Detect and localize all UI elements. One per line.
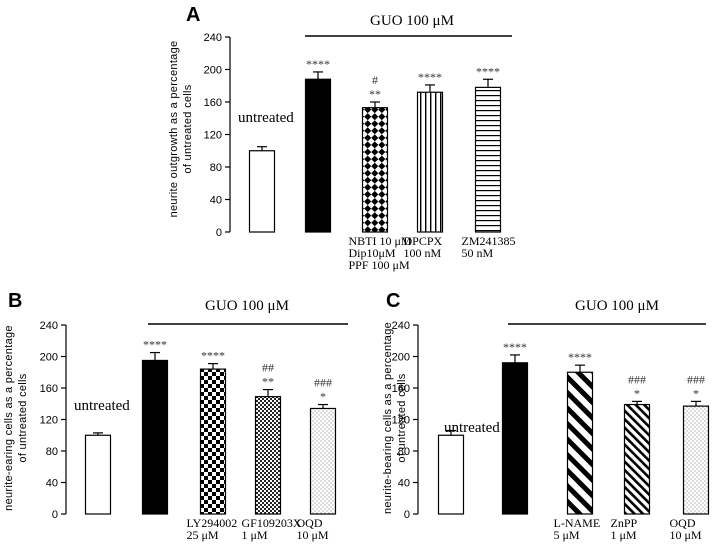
panel-b-bar-2 <box>199 368 227 515</box>
panel-b-treatment-label: GUO 100 μM <box>205 298 289 314</box>
panel-b-ylabel-line1: neurite-earing cells as a percentage <box>3 325 15 511</box>
panel-a-ylabel-line2: of untreated cells <box>182 84 194 173</box>
panel-c-category-label-3: 1 μM <box>611 528 637 542</box>
panel-b-y-tick-label: 120 <box>40 415 58 427</box>
panel-c-y-tick-label: 120 <box>392 415 410 427</box>
panel-a-sig-1: **** <box>306 57 330 71</box>
panel-a-y-tick-label: 0 <box>216 227 222 239</box>
panel-b-y-tick-label: 0 <box>52 509 58 521</box>
panel-c-y-tick-label: 40 <box>398 478 410 490</box>
panel-a-treatment-label: GUO 100 μM <box>370 13 454 29</box>
panel-a-category-label-3: 100 nM <box>404 246 442 260</box>
panel-b-y-tick-label: 200 <box>40 352 58 364</box>
panel-a-sig-2: ** <box>369 87 381 101</box>
panel-c-bar-3 <box>623 403 651 515</box>
panel-b-sig-2: **** <box>201 349 225 363</box>
panel-a-sig-4: **** <box>476 64 500 78</box>
panel-b-category-label-4: OQD <box>297 516 323 530</box>
panel-b-bar-0 <box>84 434 112 515</box>
panel-a-category-label-4: ZM241385 <box>462 234 516 248</box>
panel-b-letter: B <box>8 290 22 312</box>
panel-c-category-label-4: 10 μM <box>670 528 702 542</box>
panel-a-category-label-3: DPCPX <box>404 234 443 248</box>
panel-c-category-label-2: L-NAME <box>554 516 601 530</box>
panel-a-sig-3: **** <box>418 70 442 84</box>
panel-a-y-tick-label: 120 <box>204 130 222 142</box>
panel-c-treatment-label: GUO 100 μM <box>575 298 659 314</box>
panel-b: B 0 40 80 120 160 200 240 neurite-earing cells… <box>3 290 348 542</box>
panel-a-category-label-2: NBTI 10 μM <box>349 234 412 248</box>
panel-a-category-label-2: PPF 100 μM <box>349 258 410 272</box>
panel-b-ylabel-line2: of untreated cells <box>17 373 29 462</box>
panel-c-category-label-4: OQD <box>670 516 696 530</box>
panel-a-category-label-4: 50 nM <box>462 246 494 260</box>
panel-b-category-label-3: GF109203X <box>242 516 302 530</box>
panel-b-category-label-2: 25 μM <box>187 528 219 542</box>
panel-c: C 0 40 80 120 160 200 240 neurite-bearing cell… <box>382 290 710 542</box>
panel-c-ylabel-line2: of untreated cells <box>396 373 408 462</box>
panel-a: A 0 40 80 120 160 200 240 neurite outgrowth as… <box>168 4 516 272</box>
panel-c-bar-1 <box>501 362 529 515</box>
panel-b-sig-4: * <box>320 390 326 404</box>
panel-b-untreated-label: untreated <box>74 398 130 414</box>
panel-b-axes: 0 40 80 120 160 200 240 <box>40 320 67 521</box>
panel-a-sig-hash-2: # <box>372 73 378 87</box>
panel-a-axes: 0 40 80 120 160 200 240 <box>204 32 231 239</box>
panel-b-y-tick-label: 40 <box>46 478 58 490</box>
panel-c-bar-0 <box>437 434 465 515</box>
panel-c-y-tick-label: 0 <box>404 509 410 521</box>
panel-b-y-tick-label: 240 <box>40 320 58 332</box>
panel-a-bar-1 <box>304 78 332 233</box>
panel-a-letter: A <box>186 4 200 26</box>
panel-b-bar-4 <box>309 407 337 515</box>
panel-a-bar-0 <box>248 150 276 233</box>
panel-c-bar-2 <box>566 371 594 515</box>
panel-c-axes: 0 40 80 120 160 200 240 <box>392 320 419 521</box>
panel-a-category-label-2: Dip10μM <box>349 246 396 260</box>
panel-a-y-tick-label: 40 <box>210 195 222 207</box>
panel-a-y-tick-label: 200 <box>204 65 222 77</box>
panel-c-letter: C <box>386 290 400 312</box>
panel-a-y-tick-label: 80 <box>210 162 222 174</box>
panel-c-sig-hash-3: ### <box>628 372 646 386</box>
panel-a-y-tick-label: 240 <box>204 32 222 44</box>
panel-c-y-tick-label: 200 <box>392 352 410 364</box>
panel-b-y-tick-label: 80 <box>46 446 58 458</box>
panel-b-sig-3: ** <box>262 375 274 389</box>
panel-c-sig-1: **** <box>503 340 527 354</box>
panel-b-bar-3 <box>254 396 282 515</box>
panel-a-ylabel-line1: neurite outgrowth as a percentage <box>168 41 180 218</box>
panel-c-y-tick-label: 80 <box>398 446 410 458</box>
panel-a-y-tick-label: 160 <box>204 97 222 109</box>
panel-c-category-label-2: 5 μM <box>554 528 580 542</box>
panel-b-category-label-2: LY294002 <box>187 516 238 530</box>
panel-b-bar-1 <box>141 359 169 515</box>
panel-c-ylabel-line1: neurite-bearing cells as a percentage <box>382 322 394 514</box>
panel-b-sig-1: **** <box>143 338 167 352</box>
panel-a-bar-2 <box>361 107 389 233</box>
panel-b-category-label-4: 10 μM <box>297 528 329 542</box>
panel-c-sig-2: **** <box>568 350 592 364</box>
panel-b-category-label-3: 1 μM <box>242 528 268 542</box>
panel-c-sig-4: * <box>693 386 699 400</box>
panel-a-bar-4 <box>474 86 502 233</box>
panel-c-category-label-3: ZnPP <box>611 516 638 530</box>
panel-c-sig-hash-4: ### <box>687 372 705 386</box>
panel-b-sig-hash-4: ### <box>314 376 332 390</box>
panel-c-untreated-label: untreated <box>444 420 500 436</box>
panel-c-sig-3: * <box>634 386 640 400</box>
panel-c-bar-4 <box>682 405 710 515</box>
panel-a-bar-3 <box>416 91 444 233</box>
panel-a-untreated-label: untreated <box>238 110 294 126</box>
panel-c-y-tick-label: 160 <box>392 383 410 395</box>
panel-c-y-tick-label: 240 <box>392 320 410 332</box>
panel-b-y-tick-label: 160 <box>40 383 58 395</box>
panel-b-sig-hash-3: ## <box>262 361 274 375</box>
